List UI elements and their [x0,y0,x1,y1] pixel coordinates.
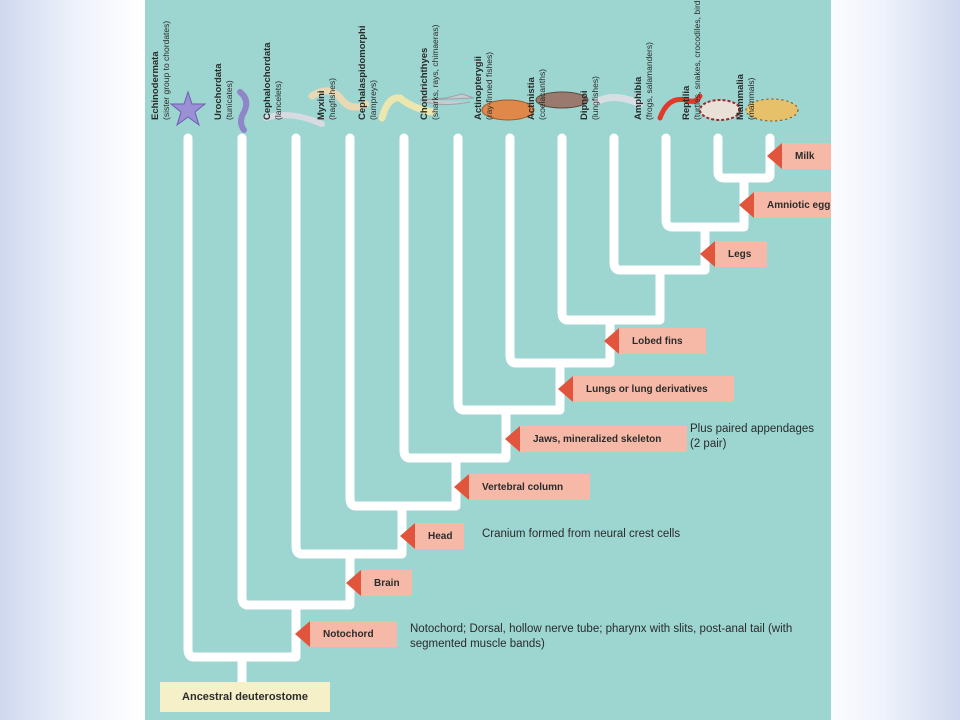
fish-icon [481,99,535,121]
taxon-cephalaspidomorphi: Cephalaspidomorphi (lampreys) [357,0,396,120]
tunicate-icon [237,89,250,133]
salamander-icon [657,93,703,121]
taxon-common: (coelacanths) [537,68,547,120]
trait-head: Head [400,523,464,549]
trait-lobed-fins: Lobed fins [604,328,706,354]
taxon-echinodermata: Echinodermata (sister group to chordates) [150,0,189,120]
taxon-name: Amphibia [633,76,644,120]
taxon-name: Dipnoi [579,90,590,120]
note-paired-appendages: Plus paired appendages (2 pair) [690,423,815,450]
jaguar-icon [745,98,799,122]
taxon-cephalochordata: Cephalochordata (lancelets) [262,0,301,120]
starfish-icon [169,90,207,127]
taxon-name: Myxini [316,90,327,120]
taxon-common: (mammals) [746,77,756,121]
snake-icon [699,99,741,121]
taxon-common: (tunicates) [224,80,234,120]
trait-legs: Legs [700,241,767,267]
branch-actinistia [557,133,665,325]
taxon-reptilia: Reptilia (turtles, snakes, crocodiles, bi… [681,0,720,120]
lancelet-icon [263,112,325,127]
taxon-actinistia: Actinistia (coelacanths) [526,0,565,120]
taxon-common: (ray-finned fishes) [484,51,494,120]
taxon-name: Cephalaspidomorphi [357,25,368,120]
trait-milk: Milk [767,143,831,169]
branch-amphibia [661,133,749,232]
taxon-common: (hagfishes) [327,77,337,120]
taxon-urochordata: Urochordata (tunicates) [213,0,252,120]
trait-notochord: Notochord [295,621,397,647]
branch-cephalaspidomorphi [399,133,511,463]
taxon-actinopterygii: Actinopterygii (ray-finned fishes) [473,0,512,120]
branch-myxini [345,133,461,511]
taxon-common: (sharks, rays, chimaeras) [430,24,440,120]
coelacanth-icon [535,91,589,109]
taxon-chondrichthyes: Chondrichthyes (sharks, rays, chimaeras) [419,0,458,120]
taxon-name: Reptilia [681,85,692,120]
branch-dipnoi [609,133,710,275]
branch-chondrichthyes [453,133,565,415]
taxon-name: Actinopterygii [473,56,484,120]
note-notochord: Notochord; Dorsal, hollow nerve tube; ph… [410,623,793,650]
taxon-name: Chondrichthyes [419,47,430,120]
lungfish-icon [592,94,644,108]
taxon-common: (lancelets) [273,80,283,120]
trait-brain: Brain [346,570,412,596]
taxon-name: Urochordata [213,63,224,120]
taxon-name: Cephalochordata [262,42,273,120]
branch-urochordata [237,133,355,610]
branch-actinopterygii [505,133,615,368]
hagfish-icon [308,87,370,111]
note-cranium: Cranium formed from neural crest cells [482,528,681,540]
trait-lungs: Lungs or lung derivatives [558,376,734,402]
shark-icon [419,93,475,106]
trait-jaws: Jaws, mineralized skeleton [505,426,687,452]
taxon-mammalia: Mammalia (mammals) [735,0,774,120]
taxon-common: (frogs, salamanders) [644,42,654,120]
taxon-common: (sister group to chordates) [161,20,171,120]
taxon-common: (turtles, snakes, crocodiles, birds) [692,0,702,120]
taxon-name: Actinistia [526,77,537,120]
branch-reptilia-mammalia [713,133,775,183]
taxon-name: Echinodermata [150,51,161,120]
organism-icons [169,87,799,133]
taxon-myxini: Myxini (hagfishes) [316,0,355,120]
trait-vertebral-column: Vertebral column [454,474,590,500]
trait-amniotic-egg: Amniotic egg [739,192,831,218]
branch-echinodermata [183,133,301,662]
taxon-dipnoi: Dipnoi (lungfishes) [579,0,618,120]
taxon-common: (lungfishes) [590,76,600,120]
taxon-common: (lampreys) [368,79,378,120]
taxon-amphibia: Amphibia (frogs, salamanders) [633,0,672,120]
taxon-name: Mammalia [735,74,746,120]
root-ancestral-deuterostome: Ancestral deuterostome [160,682,330,712]
branch-cephalochordata [291,133,407,559]
lamprey-icon [378,94,436,122]
